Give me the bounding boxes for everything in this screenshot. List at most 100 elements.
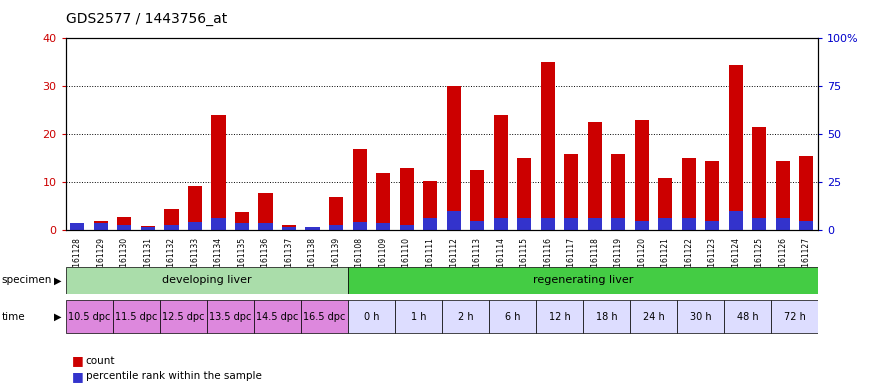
Bar [376, 173, 390, 230]
Text: 30 h: 30 h [690, 312, 711, 322]
Bar [348, 267, 818, 294]
Bar [564, 154, 578, 230]
Bar [583, 300, 630, 333]
Bar [66, 267, 348, 294]
Bar [70, 223, 85, 230]
Bar [329, 197, 343, 230]
Bar [517, 158, 531, 230]
Bar [94, 221, 108, 230]
Bar [160, 300, 206, 333]
Bar [677, 300, 724, 333]
Bar [258, 194, 273, 230]
Text: percentile rank within the sample: percentile rank within the sample [86, 371, 262, 381]
Text: time: time [2, 312, 25, 322]
Bar [771, 300, 818, 333]
Text: ■: ■ [72, 370, 83, 383]
Bar [395, 300, 442, 333]
Text: 72 h: 72 h [784, 312, 806, 322]
Bar [164, 209, 178, 230]
Bar [164, 225, 178, 230]
Text: 11.5 dpc: 11.5 dpc [115, 312, 158, 322]
Bar [634, 120, 649, 230]
Bar [66, 300, 113, 333]
Bar [424, 181, 438, 230]
Bar [752, 218, 766, 230]
Bar [212, 218, 226, 230]
Bar [705, 161, 719, 230]
Bar [188, 186, 202, 230]
Text: ▶: ▶ [53, 312, 61, 322]
Text: 18 h: 18 h [596, 312, 617, 322]
Bar [493, 115, 507, 230]
Bar [94, 223, 108, 230]
Bar [141, 225, 155, 230]
Bar [800, 156, 814, 230]
Bar [489, 300, 536, 333]
Bar [206, 300, 254, 333]
Text: 48 h: 48 h [737, 312, 759, 322]
Bar [630, 300, 677, 333]
Text: 0 h: 0 h [364, 312, 379, 322]
Text: ▶: ▶ [53, 275, 61, 285]
Bar [117, 217, 131, 230]
Bar [705, 221, 719, 230]
Text: 14.5 dpc: 14.5 dpc [256, 312, 298, 322]
Bar [329, 225, 343, 230]
Text: ■: ■ [72, 354, 83, 367]
Bar [446, 86, 461, 230]
Bar [400, 225, 414, 230]
Bar [634, 221, 649, 230]
Bar [212, 115, 226, 230]
Bar [353, 222, 367, 230]
Bar [536, 300, 583, 333]
Bar [442, 300, 489, 333]
Text: regenerating liver: regenerating liver [533, 275, 634, 285]
Bar [729, 65, 743, 230]
Bar [141, 227, 155, 230]
Bar [258, 223, 273, 230]
Bar [752, 127, 766, 230]
Bar [611, 154, 626, 230]
Text: GDS2577 / 1443756_at: GDS2577 / 1443756_at [66, 12, 227, 25]
Bar [588, 218, 602, 230]
Bar [776, 218, 790, 230]
Bar [400, 168, 414, 230]
Text: specimen: specimen [2, 275, 52, 285]
Bar [682, 218, 696, 230]
Bar [234, 223, 249, 230]
Text: 10.5 dpc: 10.5 dpc [68, 312, 110, 322]
Text: 12 h: 12 h [549, 312, 570, 322]
Bar [470, 221, 484, 230]
Bar [424, 218, 438, 230]
Bar [588, 122, 602, 230]
Text: count: count [86, 356, 116, 366]
Text: 1 h: 1 h [410, 312, 426, 322]
Bar [348, 300, 395, 333]
Bar [541, 218, 555, 230]
Bar [113, 300, 160, 333]
Text: 13.5 dpc: 13.5 dpc [209, 312, 251, 322]
Bar [776, 161, 790, 230]
Text: 16.5 dpc: 16.5 dpc [303, 312, 346, 322]
Text: 6 h: 6 h [505, 312, 520, 322]
Bar [282, 225, 296, 230]
Bar [517, 218, 531, 230]
Bar [117, 225, 131, 230]
Bar [70, 223, 85, 230]
Bar [353, 149, 367, 230]
Bar [254, 300, 301, 333]
Bar [282, 227, 296, 230]
Bar [493, 218, 507, 230]
Bar [729, 211, 743, 230]
Text: developing liver: developing liver [162, 275, 251, 285]
Text: 2 h: 2 h [458, 312, 473, 322]
Bar [305, 227, 319, 230]
Bar [301, 300, 348, 333]
Bar [305, 227, 319, 230]
Bar [658, 218, 672, 230]
Bar [470, 170, 484, 230]
Bar [658, 177, 672, 230]
Text: 12.5 dpc: 12.5 dpc [162, 312, 205, 322]
Bar [446, 211, 461, 230]
Bar [724, 300, 771, 333]
